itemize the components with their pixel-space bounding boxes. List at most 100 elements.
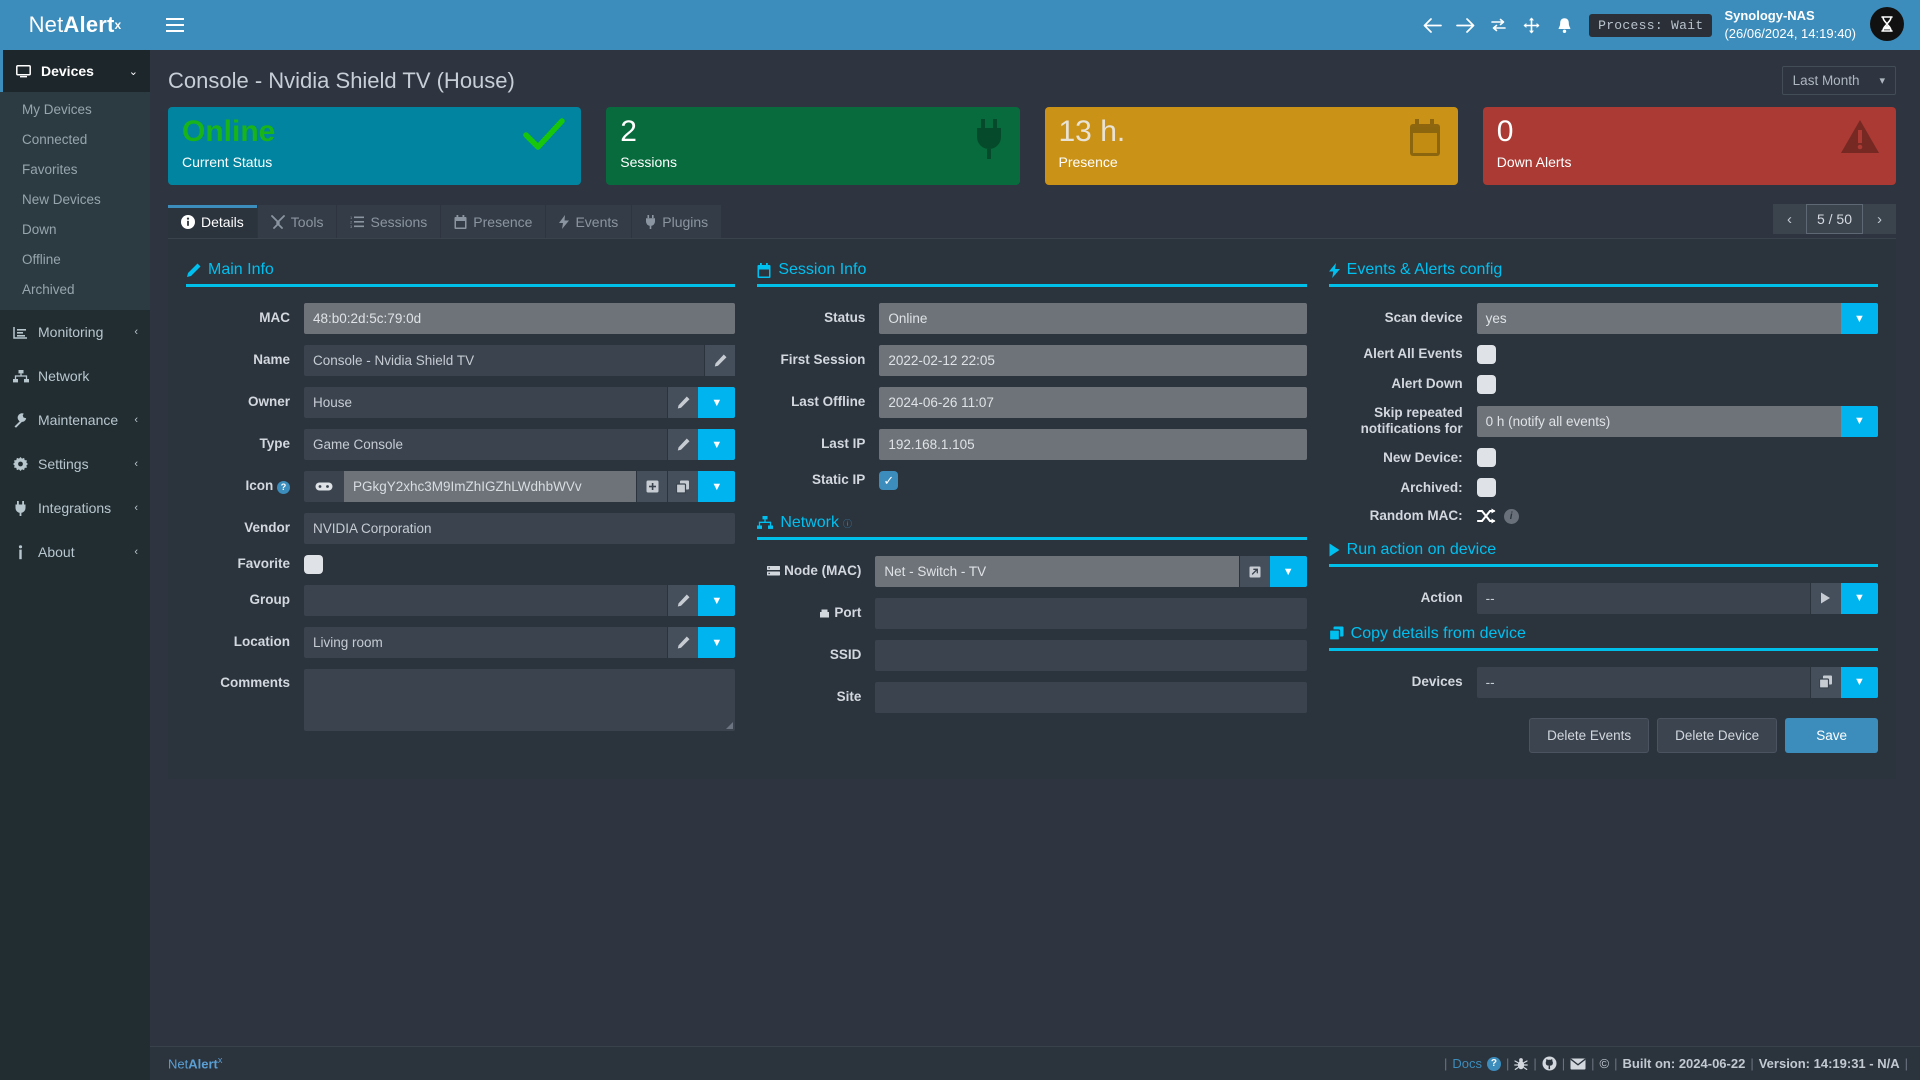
favorite-checkbox[interactable] xyxy=(304,555,323,574)
name-edit-pencil-icon[interactable] xyxy=(704,345,736,376)
help-icon[interactable]: ⓘ xyxy=(843,518,853,529)
copy-devices-chevron-down-icon[interactable]: ▼ xyxy=(1840,666,1878,698)
type-dropdown-chevron-down-icon[interactable]: ▼ xyxy=(698,429,736,460)
content-spacer xyxy=(150,778,1920,1046)
help-icon[interactable]: ? xyxy=(1486,1056,1501,1071)
node-open-external-link-icon[interactable] xyxy=(1238,556,1270,587)
location-dropdown-chevron-down-icon[interactable]: ▼ xyxy=(698,627,736,658)
name-input[interactable]: Console - Nvidia Shield TV xyxy=(304,345,705,376)
icon-add-button[interactable] xyxy=(636,471,668,502)
field-label: New Device: xyxy=(1383,449,1463,465)
new-device-checkbox[interactable] xyxy=(1476,448,1496,468)
sidebar-item-offline[interactable]: Offline xyxy=(22,251,61,267)
action-dropdown-chevron-down-icon[interactable]: ▼ xyxy=(1840,582,1878,614)
archived-checkbox[interactable] xyxy=(1476,478,1496,498)
copy-devices-select[interactable]: -- xyxy=(1476,666,1810,698)
docs-link[interactable]: Docs xyxy=(1452,1056,1482,1071)
refresh-icon[interactable] xyxy=(1482,0,1515,50)
sidebar-item-new-devices[interactable]: New Devices xyxy=(22,191,101,207)
move-icon[interactable] xyxy=(1515,0,1548,50)
save-button[interactable]: Save xyxy=(1785,717,1878,753)
vendor-input[interactable]: NVIDIA Corporation xyxy=(304,513,736,544)
sidebar-item-about[interactable]: About ‹ xyxy=(0,530,150,574)
mac-input[interactable]: 48:b0:2d:5c:79:0d xyxy=(304,303,736,334)
alert-down-checkbox[interactable] xyxy=(1476,375,1496,394)
action-select[interactable]: -- xyxy=(1476,582,1810,614)
period-select[interactable]: Last Month ▾ xyxy=(1781,66,1896,95)
type-edit-pencil-icon[interactable] xyxy=(667,429,699,460)
bell-icon[interactable] xyxy=(1548,0,1581,50)
info-icon[interactable]: i xyxy=(1503,508,1519,524)
arrow-right-icon[interactable] xyxy=(1449,0,1482,50)
pager-current[interactable]: 5 / 50 xyxy=(1805,204,1863,234)
site-input[interactable] xyxy=(875,682,1307,713)
tab-plugins[interactable]: Plugins xyxy=(632,205,722,238)
section-session-info-header: Session Info xyxy=(757,261,1307,287)
app-logo[interactable]: Net Alert x xyxy=(0,0,150,50)
delete-device-button[interactable]: Delete Device xyxy=(1657,717,1778,753)
alert-all-events-checkbox[interactable] xyxy=(1476,345,1496,364)
scan-device-chevron-down-icon[interactable]: ▼ xyxy=(1840,303,1878,334)
sidebar-item-my-devices[interactable]: My Devices xyxy=(22,101,92,117)
sidebar-item-network[interactable]: Network xyxy=(0,354,150,398)
location-input[interactable]: Living room xyxy=(304,627,668,658)
group-dropdown-chevron-down-icon[interactable]: ▼ xyxy=(698,585,736,616)
icon-value-input[interactable]: PGkgY2xhc3M9ImZhIGZhLWdhbWVv xyxy=(344,471,637,502)
pager-next-button[interactable]: › xyxy=(1863,204,1896,234)
action-run-play-icon[interactable] xyxy=(1809,582,1841,614)
mail-icon[interactable] xyxy=(1570,1058,1586,1070)
last-ip-input[interactable]: 192.168.1.105 xyxy=(879,429,1307,460)
card-down-alerts[interactable]: 0 Down Alerts xyxy=(1482,107,1896,185)
bug-icon[interactable] xyxy=(1514,1057,1529,1071)
port-input[interactable] xyxy=(875,598,1307,629)
owner-edit-pencil-icon[interactable] xyxy=(667,387,699,418)
copy-devices-copy-icon[interactable] xyxy=(1809,666,1841,698)
field-label: Port xyxy=(757,605,875,621)
arrow-left-icon[interactable] xyxy=(1416,0,1449,50)
skip-repeated-chevron-down-icon[interactable]: ▼ xyxy=(1840,405,1878,437)
scan-device-select[interactable]: yes xyxy=(1476,303,1841,334)
skip-repeated-select[interactable]: 0 h (notify all events) xyxy=(1476,405,1841,437)
static-ip-checkbox[interactable]: ✓ xyxy=(879,471,899,490)
tab-events[interactable]: Events xyxy=(546,205,632,238)
github-icon[interactable] xyxy=(1542,1056,1557,1071)
help-icon[interactable]: ? xyxy=(277,481,290,495)
delete-events-button[interactable]: Delete Events xyxy=(1529,717,1650,753)
sidebar-item-down[interactable]: Down xyxy=(22,221,57,237)
status-input[interactable]: Online xyxy=(879,303,1307,334)
owner-dropdown-chevron-down-icon[interactable]: ▼ xyxy=(698,387,736,418)
tab-presence[interactable]: Presence xyxy=(441,205,546,238)
sidebar-item-archived[interactable]: Archived xyxy=(22,281,75,297)
sidebar-item-devices[interactable]: Devices ⌄ xyxy=(0,50,150,92)
group-input[interactable] xyxy=(304,585,668,616)
card-current-status[interactable]: Online Current Status xyxy=(168,107,582,185)
avatar[interactable] xyxy=(1870,7,1906,43)
tab-tools[interactable]: Tools xyxy=(257,205,337,238)
icon-copy-button[interactable] xyxy=(667,471,699,502)
sidebar-toggle-icon[interactable] xyxy=(150,0,200,50)
owner-input[interactable]: House xyxy=(304,387,668,418)
field-scan-device: Scan device yes ▼ xyxy=(1329,303,1878,334)
ssid-input[interactable] xyxy=(875,640,1307,671)
sidebar-item-settings[interactable]: Settings ‹ xyxy=(0,442,150,486)
pager-prev-button[interactable]: ‹ xyxy=(1772,204,1806,234)
location-edit-pencil-icon[interactable] xyxy=(667,627,699,658)
sidebar-item-maintenance[interactable]: Maintenance ‹ xyxy=(0,398,150,442)
card-sessions[interactable]: 2 Sessions xyxy=(606,107,1020,185)
tab-details[interactable]: Details xyxy=(168,205,257,238)
last-offline-input[interactable]: 2024-06-26 11:07 xyxy=(879,387,1307,418)
group-edit-pencil-icon[interactable] xyxy=(667,585,699,616)
chevron-down-icon: ⌄ xyxy=(128,65,138,78)
type-input[interactable]: Game Console xyxy=(304,429,668,460)
first-session-input[interactable]: 2022-02-12 22:05 xyxy=(879,345,1307,376)
sidebar-item-connected[interactable]: Connected xyxy=(22,131,88,147)
icon-dropdown-chevron-down-icon[interactable]: ▼ xyxy=(698,471,736,502)
node-dropdown-chevron-down-icon[interactable]: ▼ xyxy=(1269,556,1307,587)
sidebar-item-favorites[interactable]: Favorites xyxy=(22,161,78,177)
card-presence[interactable]: 13 h. Presence xyxy=(1044,107,1458,185)
node-mac-input[interactable]: Net - Switch - TV xyxy=(875,556,1239,587)
comments-textarea[interactable] xyxy=(304,669,736,731)
sidebar-item-monitoring[interactable]: Monitoring ‹ xyxy=(0,310,150,354)
sidebar-item-integrations[interactable]: Integrations ‹ xyxy=(0,486,150,530)
